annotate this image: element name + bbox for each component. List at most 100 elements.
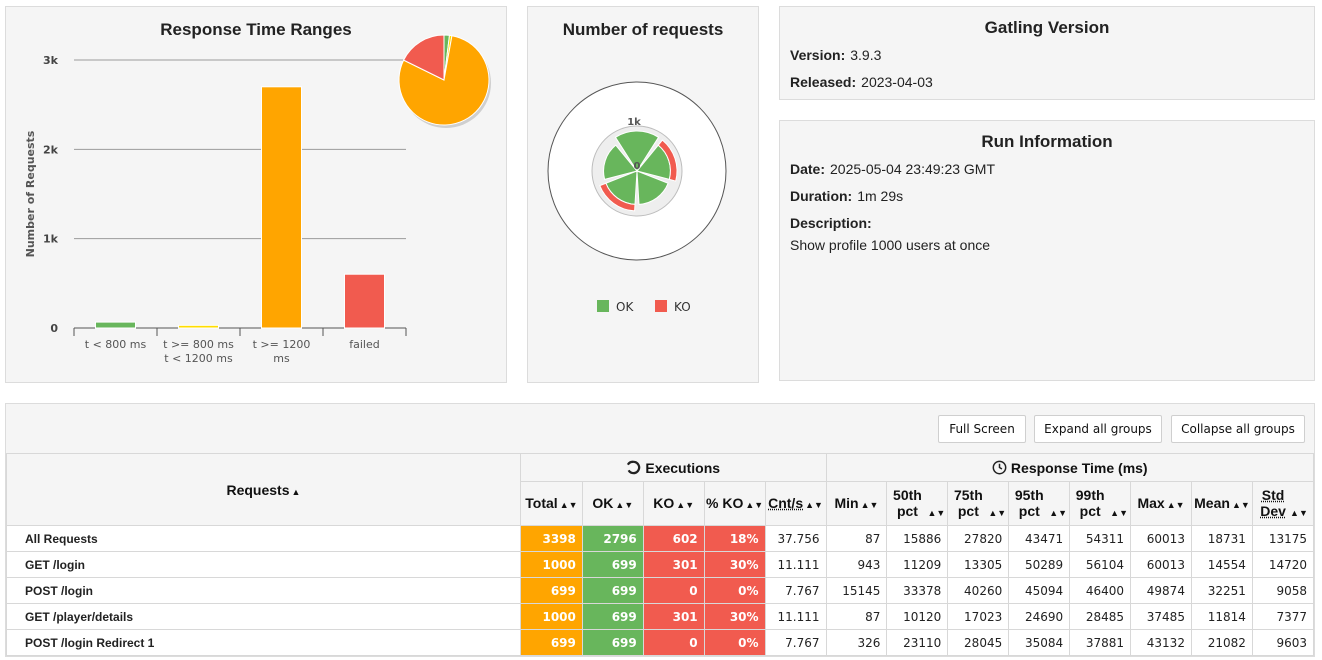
table-cell: 9603 [1251, 629, 1315, 656]
table-row[interactable]: All Requests 3398 2796 602 18% 37.756 87 15886 2… [6, 525, 1315, 552]
col-p99-label: 99th pct [1075, 486, 1105, 519]
col-ko-label: KO [653, 494, 675, 511]
bar-1[interactable] [178, 324, 219, 329]
col-mean[interactable]: Mean ▲▼ [1190, 481, 1253, 526]
legend-ko[interactable]: KO [655, 300, 691, 314]
sort-icon: ▲▼ [615, 499, 634, 510]
version-label: Version: [790, 47, 846, 63]
request-name[interactable]: GET /player/details [6, 603, 521, 630]
table-cell: 301 [642, 551, 705, 578]
table-row[interactable]: GET /login 1000 699 301 30% 11.111 943 11209 133… [6, 551, 1315, 578]
col-p50[interactable]: 50th pct ▲▼ [886, 481, 949, 526]
response-time-ranges-title: Response Time Ranges [160, 20, 352, 39]
table-cell: 13305 [947, 551, 1010, 578]
requests-column-header[interactable]: Requests ▲ [6, 453, 521, 526]
table-cell: 699 [581, 551, 644, 578]
table-cell: 699 [581, 603, 644, 630]
sort-icon: ▲▼ [1110, 507, 1128, 518]
col-p75[interactable]: 75th pct ▲▼ [947, 481, 1010, 526]
date-value: 2025-05-04 23:49:23 GMT [830, 161, 996, 177]
request-name[interactable]: POST /login [6, 577, 521, 604]
legend-ok[interactable]: OK [597, 300, 634, 314]
table-cell: 1000 [519, 551, 583, 578]
executions-header-label: Executions [645, 459, 721, 476]
table-cell: 37.756 [764, 525, 827, 552]
run-information-panel: Run Information Date: 2025-05-04 23:49:23… [779, 120, 1315, 381]
table-cell: 0 [642, 629, 705, 656]
executions-group-header: Executions [519, 453, 827, 482]
table-cell: 30% [703, 551, 766, 578]
col-min[interactable]: Min ▲▼ [825, 481, 888, 526]
polar-ko-segment-1[interactable] [657, 139, 678, 182]
sort-asc-icon: ▲ [291, 486, 301, 497]
sort-icon: ▲▼ [927, 507, 946, 518]
col-total[interactable]: Total ▲▼ [519, 481, 583, 526]
table-cell: 10120 [886, 603, 949, 630]
bar-3[interactable] [344, 273, 385, 329]
table-cell: 49874 [1130, 577, 1192, 604]
bar-0[interactable] [95, 321, 136, 329]
sort-icon: ▲▼ [745, 499, 764, 510]
sort-icon: ▲▼ [676, 499, 695, 510]
table-cell: 699 [581, 577, 644, 604]
col-p99[interactable]: 99th pct ▲▼ [1069, 481, 1132, 526]
released-label: Released: [790, 74, 857, 90]
table-row[interactable]: POST /login Redirect 1 699 699 0 0% 7.767 326 2… [6, 629, 1315, 656]
sort-icon: ▲▼ [988, 507, 1007, 518]
collapse-all-groups-button[interactable]: Collapse all groups [1171, 415, 1305, 443]
table-cell: 17023 [947, 603, 1010, 630]
table-cell: 699 [519, 629, 583, 656]
full-screen-button[interactable]: Full Screen [938, 415, 1026, 443]
table-cell: 56104 [1069, 551, 1132, 578]
request-name[interactable]: GET /login [6, 551, 521, 578]
col-cnt-per-sec[interactable]: Cnt/s ▲▼ [764, 481, 827, 526]
y-tick-label: 3k [43, 54, 59, 67]
table-cell: 40260 [947, 577, 1010, 604]
col-pct-ko[interactable]: % KO ▲▼ [703, 481, 766, 526]
table-row[interactable]: GET /player/details 1000 699 301 30% 11.111 87… [6, 603, 1315, 630]
table-cell: 43132 [1130, 629, 1192, 656]
sort-icon: ▲▼ [1166, 499, 1185, 510]
x-tick-label: ms [273, 352, 290, 365]
table-cell: 11.111 [764, 603, 827, 630]
x-tick-label: t >= 800 ms [163, 338, 234, 351]
table-cell: 24690 [1008, 603, 1071, 630]
col-ko[interactable]: KO ▲▼ [642, 481, 705, 526]
col-p95[interactable]: 95th pct ▲▼ [1008, 481, 1071, 526]
duration-label: Duration: [790, 188, 853, 204]
polar-ko-segment-3[interactable] [599, 182, 636, 212]
polar-ok-segment-0[interactable] [614, 130, 660, 172]
col-std-dev[interactable]: Std Dev ▲▼ [1251, 481, 1315, 526]
inset-pie-slice-3[interactable] [402, 34, 445, 81]
bar-2[interactable] [261, 86, 302, 329]
table-cell: 87 [825, 603, 888, 630]
requests-header-label: Requests [226, 481, 290, 498]
polar-ok-segment-2[interactable] [636, 170, 669, 205]
response-time-ranges-chart: 0 1k 2k 3k Number of Requests t < 800 ms t >= … [24, 34, 491, 365]
expand-all-groups-button[interactable]: Expand all groups [1034, 415, 1162, 443]
request-name[interactable]: All Requests [6, 525, 521, 552]
table-cell: 1000 [519, 603, 583, 630]
table-cell: 9058 [1251, 577, 1315, 604]
table-cell: 943 [825, 551, 888, 578]
description-label: Description: [790, 215, 872, 231]
y-tick-label: 0 [50, 322, 58, 335]
table-cell: 46400 [1069, 577, 1132, 604]
table-cell: 28485 [1069, 603, 1132, 630]
response-time-ranges-panel: Response Time Ranges 0 1k 2k 3k Number of Re… [5, 6, 507, 383]
col-max[interactable]: Max ▲▼ [1130, 481, 1192, 526]
request-name[interactable]: POST /login Redirect 1 [6, 629, 521, 656]
table-cell: 35084 [1008, 629, 1071, 656]
col-p95-label: 95th pct [1014, 486, 1044, 519]
table-cell: 7.767 [764, 577, 827, 604]
table-cell: 32251 [1190, 577, 1253, 604]
refresh-icon [627, 460, 641, 474]
gatling-version-title: Gatling Version [984, 18, 1110, 37]
table-cell: 37881 [1069, 629, 1132, 656]
date-label: Date: [790, 161, 826, 177]
table-row[interactable]: POST /login 699 699 0 0% 7.767 15145 33378 40260… [6, 577, 1315, 604]
table-cell: 23110 [886, 629, 949, 656]
legend-ko-label: KO [674, 300, 691, 314]
col-ok[interactable]: OK ▲▼ [581, 481, 644, 526]
polar-ok-segment-4[interactable] [603, 144, 638, 181]
